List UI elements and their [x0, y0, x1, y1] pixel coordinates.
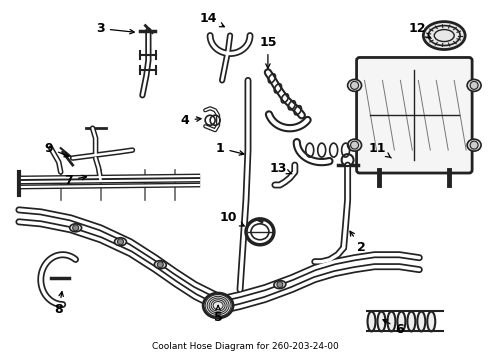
Ellipse shape — [423, 22, 465, 50]
Ellipse shape — [467, 80, 481, 91]
Text: 11: 11 — [369, 141, 392, 158]
Ellipse shape — [70, 224, 82, 232]
Text: 3: 3 — [96, 22, 134, 35]
FancyBboxPatch shape — [357, 58, 472, 173]
Text: 4: 4 — [181, 114, 201, 127]
Ellipse shape — [203, 293, 233, 318]
Text: Coolant Hose Diagram for 260-203-24-00: Coolant Hose Diagram for 260-203-24-00 — [151, 342, 339, 351]
Text: 10: 10 — [220, 211, 244, 226]
Circle shape — [350, 141, 359, 149]
Ellipse shape — [347, 139, 362, 151]
Circle shape — [470, 81, 478, 89]
Circle shape — [470, 141, 478, 149]
Ellipse shape — [397, 311, 405, 332]
Text: 12: 12 — [409, 22, 431, 39]
Text: 6: 6 — [383, 320, 404, 336]
Circle shape — [277, 282, 283, 288]
Ellipse shape — [427, 311, 435, 332]
Circle shape — [118, 239, 123, 245]
Text: 2: 2 — [350, 231, 366, 254]
Text: 14: 14 — [199, 12, 224, 27]
Ellipse shape — [467, 139, 481, 151]
Text: 15: 15 — [259, 36, 277, 68]
Ellipse shape — [154, 261, 166, 269]
Ellipse shape — [388, 311, 395, 332]
Circle shape — [157, 262, 163, 268]
Text: 7: 7 — [64, 174, 87, 186]
Ellipse shape — [377, 311, 386, 332]
Text: 13: 13 — [269, 162, 292, 175]
Circle shape — [73, 225, 78, 231]
Circle shape — [350, 81, 359, 89]
Ellipse shape — [115, 238, 126, 246]
Ellipse shape — [368, 311, 375, 332]
Text: 8: 8 — [54, 292, 63, 316]
Text: 5: 5 — [214, 305, 222, 324]
Ellipse shape — [274, 280, 286, 289]
Text: 1: 1 — [216, 141, 244, 155]
Ellipse shape — [407, 311, 416, 332]
Ellipse shape — [347, 80, 362, 91]
Text: 9: 9 — [45, 141, 69, 157]
Ellipse shape — [417, 311, 425, 332]
